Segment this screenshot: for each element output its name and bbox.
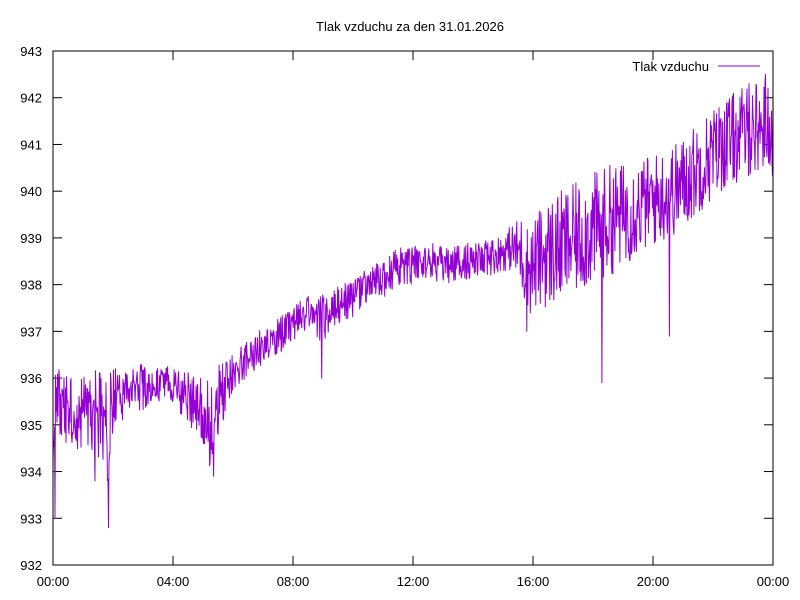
series-line xyxy=(52,73,774,529)
axis-tick-labels: 932 933 934 935 936 937 938 939 940 941 942 943 00:0… xyxy=(20,44,789,589)
x-tick-label: 00:00 xyxy=(757,574,790,589)
axis-ticks xyxy=(52,50,774,566)
y-tick-label: 936 xyxy=(20,371,42,386)
legend: Tlak vzduchu xyxy=(632,59,760,74)
y-tick-label: 939 xyxy=(20,231,42,246)
y-tick-label: 934 xyxy=(20,465,42,480)
y-tick-label: 938 xyxy=(20,278,42,293)
legend-label: Tlak vzduchu xyxy=(632,59,709,74)
x-tick-label: 04:00 xyxy=(157,574,190,589)
x-tick-label: 08:00 xyxy=(277,574,310,589)
y-tick-label: 935 xyxy=(20,418,42,433)
plot-frame xyxy=(52,50,774,566)
y-tick-label: 933 xyxy=(20,511,42,526)
y-tick-label: 943 xyxy=(20,44,42,59)
y-tick-label: 942 xyxy=(20,91,42,106)
y-tick-label: 932 xyxy=(20,558,42,573)
x-tick-label: 20:00 xyxy=(637,574,670,589)
chart-title: Tlak vzduchu za den 31.01.2026 xyxy=(316,19,504,34)
x-tick-label: 16:00 xyxy=(517,574,550,589)
y-tick-label: 941 xyxy=(20,137,42,152)
x-tick-label: 00:00 xyxy=(37,574,70,589)
x-tick-label: 12:00 xyxy=(397,574,430,589)
y-tick-label: 940 xyxy=(20,184,42,199)
y-tick-label: 937 xyxy=(20,324,42,339)
